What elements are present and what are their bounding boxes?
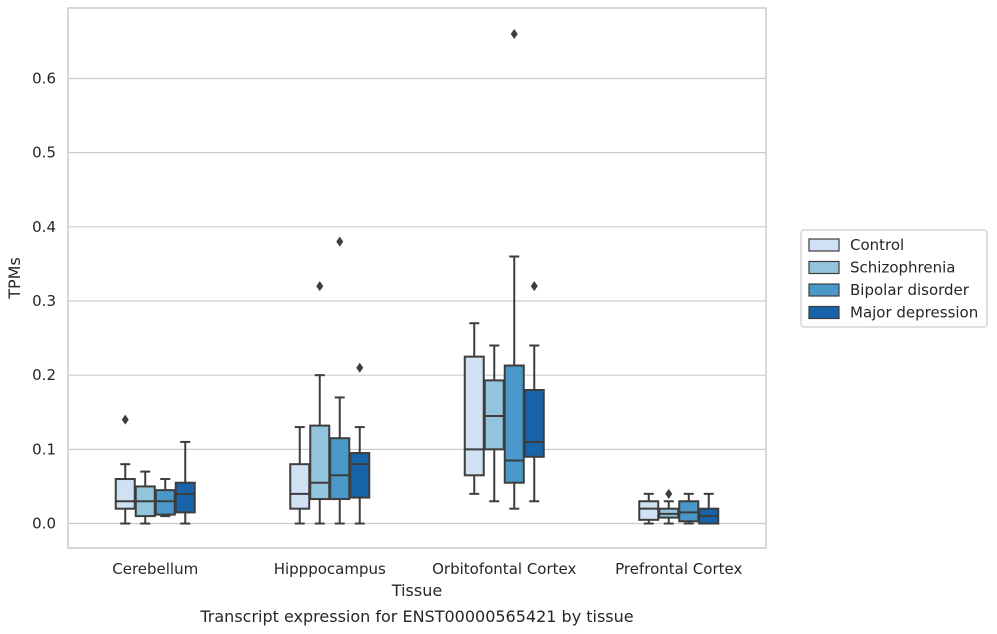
y-tick-label: 0.5 [32,144,56,162]
box-body [289,463,311,510]
box [134,470,156,525]
box [349,362,371,525]
box [329,236,351,525]
box-body [174,481,196,514]
x-axis-label: Tissue [391,581,442,600]
outlier-point [356,362,364,373]
y-tick-label: 0.4 [32,218,56,236]
box [638,492,660,525]
box-body [483,379,505,451]
box [658,488,680,525]
legend-label: Major depression [850,304,978,322]
legend-swatch [808,260,840,275]
box-body [349,452,371,499]
legend-label: Control [850,236,904,254]
legend-swatch [808,238,840,252]
box-body [463,355,485,477]
outlier-point [510,28,518,39]
box-body [309,424,331,501]
legend-frame [800,229,988,328]
x-axis-ticks: Cerebellum Hipppocampus Orbitofontal Corte… [112,560,742,578]
box [698,492,720,525]
legend-swatch [808,283,840,297]
y-tick-label: 0.0 [32,515,56,533]
series-schizophrenia [134,281,680,525]
outlier-point [121,414,129,425]
box [309,281,331,525]
x-tick-label: Orbitofontal Cortex [432,560,576,578]
box [483,344,505,503]
y-tick-label: 0.2 [32,366,56,384]
box-body [503,364,525,484]
box [463,322,485,495]
box [289,426,311,525]
plot-frame [67,7,767,549]
chart-caption: Transcript expression for ENST0000056542… [199,607,633,626]
box-body [678,500,700,523]
box-body [329,437,351,501]
series-bipolar-disorder [154,28,700,525]
outlier-point [316,281,324,292]
x-tick-label: Prefrontal Cortex [615,560,742,578]
box-body [523,389,545,458]
y-axis-label: TPMs [5,257,24,300]
outlier-point [665,488,673,499]
legend-label: Bipolar disorder [850,281,970,299]
box-series [114,28,720,525]
outlier-point [336,236,344,247]
gridlines [68,77,766,525]
series-control [114,322,660,525]
legend: Control Schizophrenia Bipolar disorder Majo… [800,229,988,328]
box-body [114,478,136,510]
y-tick-label: 0.6 [32,69,56,87]
box [678,492,700,525]
box [114,414,136,525]
outlier-point [530,281,538,292]
series-major-depression [174,281,720,525]
legend-swatch [808,305,840,320]
y-tick-label: 0.1 [32,440,56,458]
box-body [154,489,176,516]
legend-label: Schizophrenia [850,259,955,277]
box [503,28,525,510]
box-body [638,500,660,521]
y-axis-ticks: 0.0 0.1 0.2 0.3 0.4 0.5 0.6 [32,69,56,532]
x-tick-label: Cerebellum [112,560,198,578]
box [154,478,176,518]
y-tick-label: 0.3 [32,292,56,310]
x-tick-label: Hipppocampus [274,560,386,578]
box [523,281,545,503]
box [174,440,196,525]
